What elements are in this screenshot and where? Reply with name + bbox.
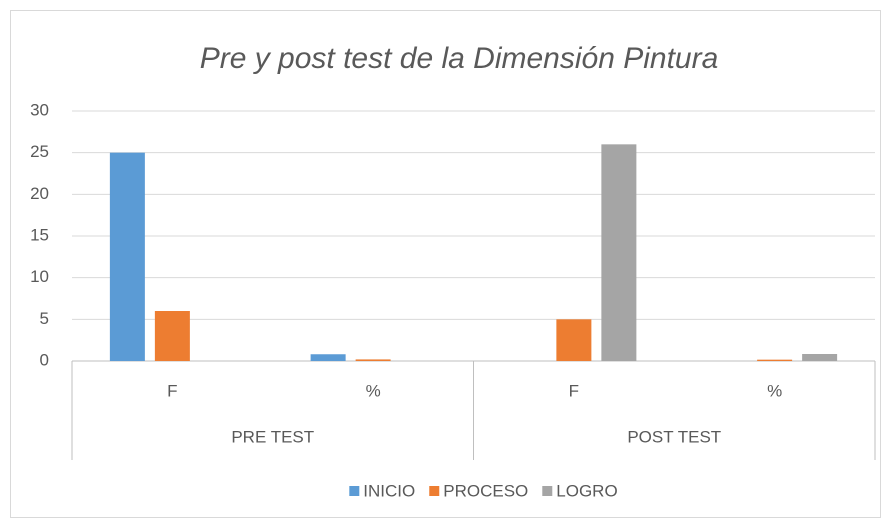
y-tick-label: 20 bbox=[30, 184, 49, 203]
y-tick-label: 25 bbox=[30, 142, 49, 161]
legend-label: LOGRO bbox=[556, 481, 617, 500]
x-tick-label: F bbox=[167, 381, 177, 400]
legend-swatch bbox=[349, 486, 360, 496]
bar bbox=[802, 354, 838, 361]
y-tick-label: 30 bbox=[30, 100, 49, 119]
chart-title: Pre y post test de la Dimensión Pintura bbox=[200, 42, 719, 75]
bar bbox=[154, 311, 190, 361]
group-label: POST TEST bbox=[627, 427, 721, 446]
bar bbox=[757, 359, 793, 361]
bar bbox=[310, 354, 346, 361]
bar bbox=[355, 359, 391, 361]
y-tick-label: 15 bbox=[30, 225, 49, 244]
group-label: PRE TEST bbox=[231, 427, 314, 446]
legend-label: INICIO bbox=[363, 481, 415, 500]
x-tick-label: % bbox=[767, 381, 782, 400]
bar bbox=[556, 319, 592, 361]
chart-border bbox=[10, 10, 881, 518]
x-tick-label: F bbox=[569, 381, 579, 400]
x-tick-label: % bbox=[366, 381, 381, 400]
y-tick-label: 0 bbox=[40, 350, 49, 369]
bar bbox=[601, 144, 637, 361]
legend-swatch bbox=[429, 486, 440, 496]
legend-swatch bbox=[542, 486, 553, 496]
y-tick-label: 10 bbox=[30, 267, 49, 286]
y-tick-label: 5 bbox=[40, 309, 49, 328]
legend-label: PROCESO bbox=[443, 481, 528, 500]
bar bbox=[109, 152, 145, 361]
